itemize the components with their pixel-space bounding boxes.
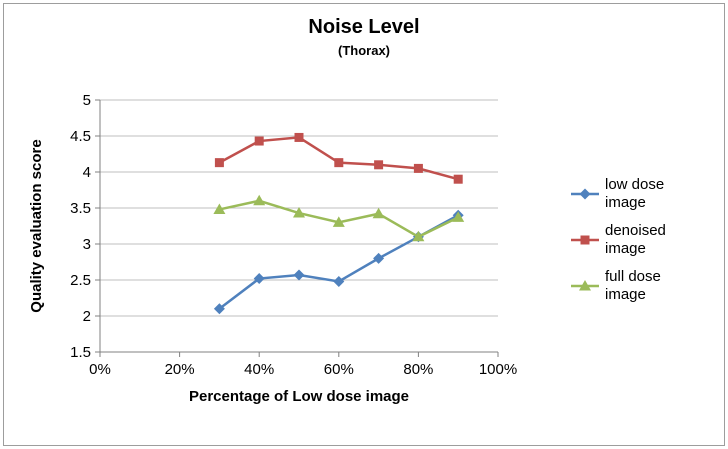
chart-title: Noise Level (308, 16, 420, 38)
legend-item-full-dose: full dose image (570, 268, 675, 304)
svg-text:20%: 20% (165, 361, 195, 378)
chart-subtitle: (Thorax) (338, 43, 390, 58)
legend-label: low dose image (605, 176, 665, 211)
diamond-marker-icon (571, 188, 599, 200)
svg-text:2: 2 (83, 308, 91, 325)
svg-text:60%: 60% (324, 361, 354, 378)
svg-text:5: 5 (83, 92, 91, 109)
x-axis-title: Percentage of Low dose image (188, 388, 410, 405)
legend: low dose image denoised image full dose … (570, 176, 675, 304)
svg-text:100%: 100% (479, 361, 517, 378)
square-marker-icon (571, 235, 599, 245)
svg-text:1.5: 1.5 (70, 344, 91, 361)
svg-text:4: 4 (83, 164, 91, 181)
svg-text:0%: 0% (89, 361, 111, 378)
legend-item-denoised: denoised image (570, 222, 675, 258)
svg-text:40%: 40% (244, 361, 274, 378)
svg-text:4.5: 4.5 (70, 128, 91, 145)
legend-label: denoised image (605, 222, 666, 257)
svg-text:80%: 80% (403, 361, 433, 378)
y-axis-title: Quality evaluation score (28, 139, 45, 313)
svg-text:3.5: 3.5 (70, 200, 91, 217)
triangle-marker-icon (571, 280, 599, 291)
legend-item-low-dose: low dose image (570, 176, 675, 212)
svg-text:2.5: 2.5 (70, 272, 91, 289)
svg-text:3: 3 (83, 236, 91, 253)
legend-label: full dose image (605, 268, 661, 303)
